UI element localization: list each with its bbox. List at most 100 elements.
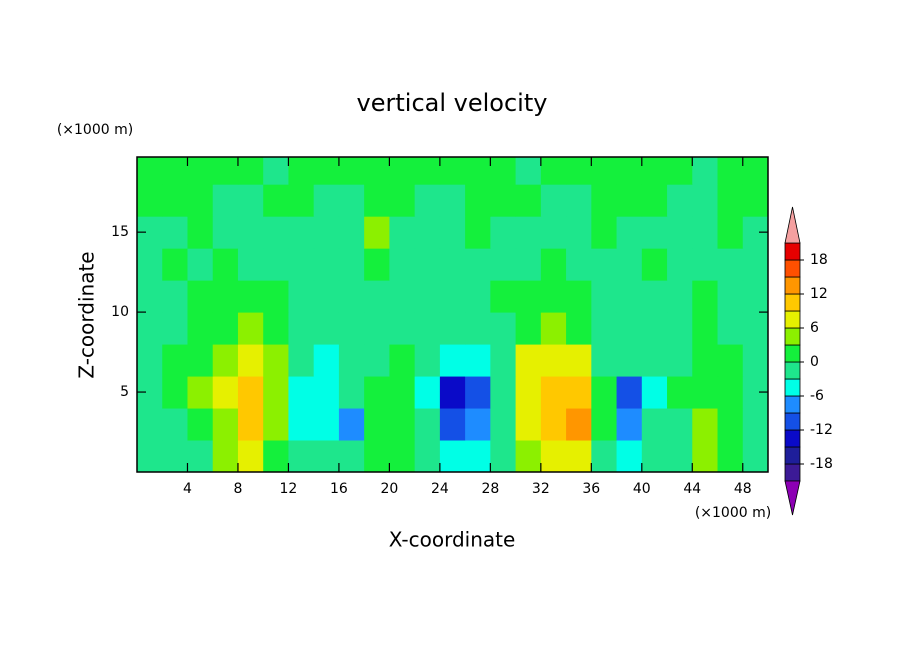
contour-cell xyxy=(364,216,390,249)
contour-cell xyxy=(515,376,542,409)
colorbar-under xyxy=(784,480,801,516)
contour-cell xyxy=(490,312,517,345)
contour-cell xyxy=(414,216,441,249)
contour-cell xyxy=(490,248,517,281)
colorbar-segment xyxy=(784,276,801,295)
contour-cell xyxy=(717,344,744,377)
x-tick-label: 12 xyxy=(280,481,298,497)
contour-cell xyxy=(364,280,390,313)
contour-cell xyxy=(566,312,592,345)
contour-cell xyxy=(338,248,365,281)
contour-cell xyxy=(490,280,517,313)
colorbar-tick-label: 0 xyxy=(810,354,819,370)
contour-cell xyxy=(263,280,289,313)
contour-cell xyxy=(465,376,491,409)
contour-cell xyxy=(692,312,719,345)
contour-cell xyxy=(389,440,416,472)
contour-cell xyxy=(667,248,693,281)
contour-cell xyxy=(212,376,239,409)
contour-cell xyxy=(742,248,768,281)
contour-cell xyxy=(465,344,491,377)
colorbar-segment xyxy=(784,327,801,346)
contour-cell xyxy=(212,216,239,249)
contour-cell xyxy=(364,440,390,472)
x-tick-label: 32 xyxy=(532,481,550,497)
contour-cell xyxy=(414,312,441,345)
contour-cell xyxy=(187,157,214,185)
contour-cell xyxy=(187,280,214,313)
contour-cell xyxy=(439,376,466,409)
contour-cell xyxy=(187,376,214,409)
colorbar-segment xyxy=(784,463,801,482)
contour-cell xyxy=(313,408,340,441)
contour-cell xyxy=(641,216,668,249)
contour-cell xyxy=(515,280,542,313)
contour-cell xyxy=(414,184,441,217)
contour-cell xyxy=(389,344,416,377)
contour-cell xyxy=(667,408,693,441)
contour-cell xyxy=(540,440,567,472)
contour-cell xyxy=(465,216,491,249)
contour-cell xyxy=(591,280,618,313)
contour-cell xyxy=(162,248,188,281)
x-tick-label: 16 xyxy=(330,481,348,497)
contour-cell xyxy=(389,157,416,185)
contour-cell xyxy=(667,376,693,409)
contour-cell xyxy=(237,312,264,345)
contour-cell xyxy=(566,440,592,472)
contour-cell xyxy=(237,408,264,441)
contour-cell xyxy=(641,184,668,217)
contour-cell xyxy=(667,440,693,472)
x-tick-label: 28 xyxy=(481,481,499,497)
contour-cell xyxy=(288,440,315,472)
contour-cell xyxy=(162,376,188,409)
contour-cell xyxy=(212,157,239,185)
contour-cell xyxy=(338,312,365,345)
contour-cell xyxy=(439,408,466,441)
contour-cell xyxy=(137,440,163,472)
contour-cell xyxy=(591,157,618,185)
colorbar-segment xyxy=(784,293,801,312)
contour-cell xyxy=(717,184,744,217)
contour-cell xyxy=(566,376,592,409)
contour-cell xyxy=(162,408,188,441)
contour-cell xyxy=(515,248,542,281)
contour-cell xyxy=(288,344,315,377)
contour-cell xyxy=(591,344,618,377)
y-unit-label: (×1000 m) xyxy=(57,122,133,138)
contour-cell xyxy=(414,280,441,313)
contour-cell xyxy=(515,344,542,377)
y-tick-label: 5 xyxy=(120,384,129,400)
contour-cell xyxy=(465,280,491,313)
contour-cell xyxy=(212,408,239,441)
contour-cell xyxy=(641,344,668,377)
contour-cell xyxy=(616,157,643,185)
contour-cell xyxy=(465,440,491,472)
contour-cell xyxy=(591,440,618,472)
contour-cell xyxy=(692,184,719,217)
contour-cell xyxy=(187,184,214,217)
contour-cell xyxy=(313,157,340,185)
contour-cell xyxy=(641,248,668,281)
contour-cell xyxy=(364,157,390,185)
contour-cell xyxy=(313,248,340,281)
contour-cell xyxy=(616,248,643,281)
contour-cell xyxy=(263,184,289,217)
contour-cell xyxy=(389,408,416,441)
contour-cell xyxy=(263,376,289,409)
contour-cell xyxy=(540,248,567,281)
contour-cell xyxy=(338,376,365,409)
contour-cell xyxy=(338,344,365,377)
contour-cell xyxy=(692,248,719,281)
contour-cell xyxy=(717,157,744,185)
contour-field xyxy=(137,157,768,472)
x-tick-label: 44 xyxy=(683,481,701,497)
contour-cell xyxy=(616,280,643,313)
contour-cell xyxy=(389,376,416,409)
contour-cell xyxy=(566,157,592,185)
contour-cell xyxy=(490,216,517,249)
contour-cell xyxy=(338,280,365,313)
chart-title: vertical velocity xyxy=(357,89,548,117)
contour-cell xyxy=(439,216,466,249)
